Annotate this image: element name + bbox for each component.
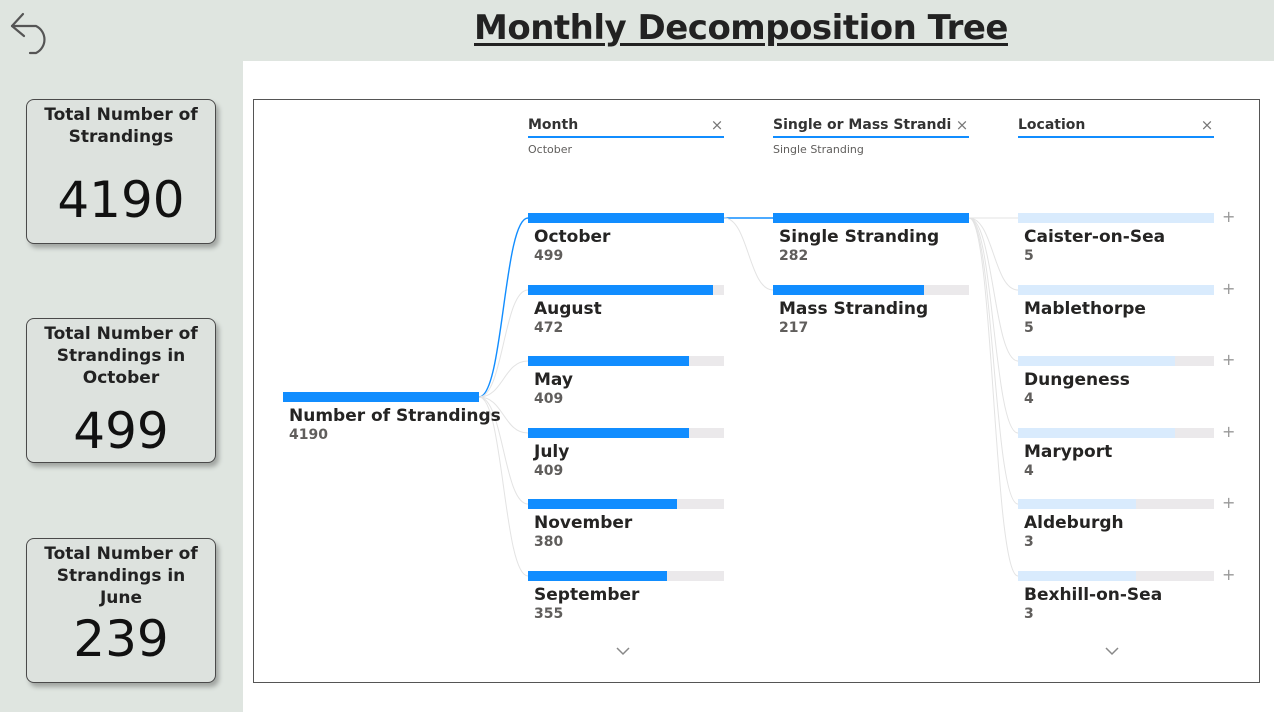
node-bar-fill [1018, 285, 1214, 295]
node-label: Mablethorpe [1024, 299, 1146, 319]
node-bar-fill [528, 356, 689, 366]
close-icon[interactable]: × [955, 116, 969, 134]
card-title: Total Number of Strandings [44, 105, 198, 147]
chevron-down-icon[interactable] [615, 641, 631, 656]
chevron-down-icon[interactable] [1104, 641, 1120, 656]
plus-icon[interactable]: + [1222, 350, 1236, 369]
close-icon[interactable]: × [1200, 116, 1214, 134]
level-name: Single or Mass Strandi... [773, 117, 951, 133]
node-label: Mass Stranding [779, 299, 929, 319]
level-underline [1018, 136, 1214, 138]
level-header-location[interactable]: Location × [1018, 117, 1214, 143]
node-bar-fill [1018, 428, 1175, 438]
plus-icon[interactable]: + [1222, 565, 1236, 584]
node-value: 282 [779, 248, 809, 264]
card-value: 499 [73, 402, 169, 460]
node-label: September [534, 585, 640, 605]
kpi-card-october: Total Number of Strandings in October 49… [26, 318, 216, 463]
plus-icon[interactable]: + [1222, 422, 1236, 441]
node-value: 409 [534, 463, 564, 479]
node-value: 409 [534, 391, 564, 407]
node-value: 472 [534, 320, 564, 336]
node-bar-fill [528, 285, 714, 295]
node-value: 380 [534, 534, 564, 550]
node-label: Single Stranding [779, 227, 940, 247]
node-label: Maryport [1024, 442, 1113, 462]
node-label: Caister-on-Sea [1024, 227, 1166, 247]
node-bar-fill [1018, 571, 1136, 581]
node-bar-fill [283, 392, 479, 402]
node-value: 5 [1024, 248, 1034, 264]
page-title: Monthly Decomposition Tree [474, 8, 1008, 48]
node-label: Bexhill-on-Sea [1024, 585, 1163, 605]
node-bar-fill [773, 213, 969, 223]
node-value: 217 [779, 320, 809, 336]
node-bar-fill [528, 428, 689, 438]
node-bar-fill [528, 571, 668, 581]
node-value: 4190 [289, 427, 328, 443]
level-underline [773, 136, 969, 138]
card-title: Total Number of Strandings in October [44, 324, 198, 388]
plus-icon[interactable]: + [1222, 279, 1236, 298]
node-bar-fill [1018, 356, 1175, 366]
plus-icon[interactable]: + [1222, 493, 1236, 512]
node-label: October [534, 227, 611, 247]
node-value: 3 [1024, 606, 1034, 622]
node-value: 5 [1024, 320, 1034, 336]
decomposition-tree-frame [253, 99, 1260, 683]
level-header-stranding-type[interactable]: Single or Mass Strandi... × Single Stran… [773, 117, 969, 156]
back-arrow-icon[interactable] [6, 6, 54, 56]
node-label: Aldeburgh [1024, 513, 1124, 533]
node-bar-fill [1018, 499, 1136, 509]
level-name: Location [1018, 117, 1086, 133]
node-bar-fill [528, 499, 678, 509]
kpi-card-total: Total Number of Strandings 4190 [26, 99, 216, 244]
level-underline [528, 136, 724, 138]
close-icon[interactable]: × [710, 116, 724, 134]
node-label: November [534, 513, 633, 533]
plus-icon[interactable]: + [1222, 207, 1236, 226]
level-header-month[interactable]: Month × October [528, 117, 724, 156]
node-value: 355 [534, 606, 564, 622]
node-label: Dungeness [1024, 370, 1130, 390]
node-bar-fill [528, 213, 724, 223]
card-title: Total Number of Strandings in June [44, 544, 198, 608]
node-label: May [534, 370, 573, 390]
node-value: 4 [1024, 463, 1034, 479]
node-label: August [534, 299, 602, 319]
node-value: 4 [1024, 391, 1034, 407]
card-value: 4190 [57, 171, 185, 229]
level-selection: October [528, 143, 573, 156]
node-bar-fill [773, 285, 924, 295]
level-selection: Single Stranding [773, 143, 864, 156]
node-value: 499 [534, 248, 564, 264]
level-name: Month [528, 117, 579, 133]
node-value: 3 [1024, 534, 1034, 550]
node-label: July [534, 442, 570, 462]
kpi-card-june: Total Number of Strandings in June 239 [26, 538, 216, 683]
node-bar-fill [1018, 213, 1214, 223]
card-value: 239 [73, 610, 169, 668]
node-label: Number of Strandings [289, 406, 501, 426]
